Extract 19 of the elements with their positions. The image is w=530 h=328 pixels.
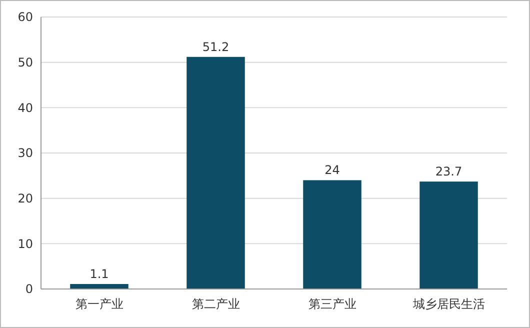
y-tick-label: 0 [25,282,33,296]
bar [420,182,478,289]
y-tick-label: 40 [18,100,33,115]
data-label: 1.1 [90,267,109,282]
bar [70,284,128,289]
bar [303,180,362,289]
bar [186,56,245,289]
y-tick-label: 50 [18,56,33,70]
x-tick-label: 第二产业 [192,297,240,311]
data-label: 23.7 [435,164,462,179]
y-tick-label: 10 [18,236,33,251]
x-tick-label: 第一产业 [75,297,124,311]
y-tick-label: 60 [18,10,33,24]
y-tick-label: 30 [18,146,33,160]
y-tick-label: 20 [18,192,33,206]
data-label: 51.2 [202,40,230,54]
x-tick-label: 第三产业 [308,297,356,311]
data-label: 24 [324,163,340,178]
x-tick-label: 城乡居民生活 [412,297,485,311]
